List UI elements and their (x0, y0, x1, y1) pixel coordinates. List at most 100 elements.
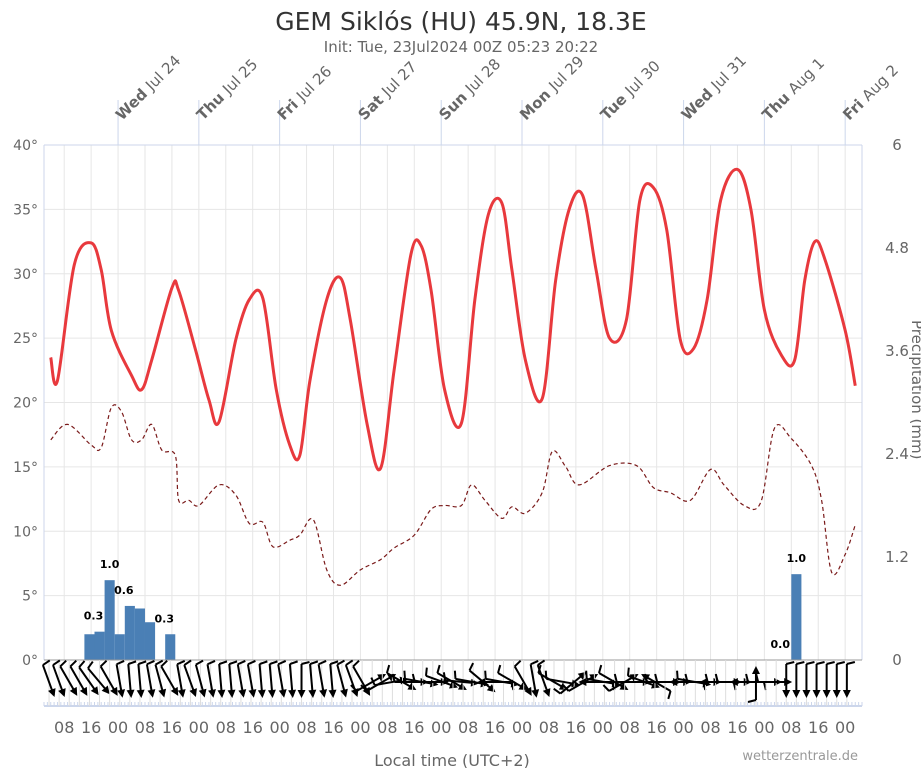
wind-barb-arrowhead (308, 689, 317, 698)
date-label: Wed Jul 31 (678, 52, 750, 124)
hour-tick-label: 00 (108, 718, 128, 737)
hour-tick-label: 08 (620, 718, 640, 737)
wind-barb (136, 660, 147, 698)
date-label-date: Jul 25 (218, 55, 261, 98)
wind-barb-arrowhead (48, 688, 56, 698)
y-left-tick-label: 20° (13, 396, 38, 412)
precipitation-bars: 0.3 1.0 0.6 0.3 0.0 1.0 (84, 552, 806, 660)
wind-barb-feather (345, 659, 354, 666)
grid (43, 144, 863, 661)
wind-barb (350, 674, 387, 692)
y-left-tick-label: 10° (13, 524, 38, 540)
wind-barb-arrowhead (69, 686, 78, 696)
credit[interactable]: wetterzentrale.de (742, 749, 858, 764)
hour-tick-label: 00 (835, 718, 855, 737)
wind-barb (328, 660, 339, 698)
wind-barb (747, 666, 760, 703)
wind-barb-arrowhead (542, 688, 551, 698)
wind-barb (41, 659, 56, 698)
wind-barb-arrowhead (407, 682, 417, 690)
precipitation-bar-label: 0.0 (771, 638, 791, 651)
wind-barb (59, 659, 78, 696)
wind-barb-feather (329, 660, 339, 666)
series-lines (49, 167, 857, 586)
wind-barb-feather (826, 661, 835, 665)
wind-barb (78, 660, 99, 696)
date-label-date: Jul 30 (621, 57, 664, 100)
wind-barb (126, 660, 137, 698)
y-right-tick-label: 0 (892, 651, 902, 669)
wind-barb-arrowhead (189, 688, 197, 698)
hour-tick-label: 08 (135, 718, 155, 737)
wind-barb (842, 661, 856, 698)
x-axis-hours: 08 16 00 08 16 00 08 16 00 08 16 00 08 16 00 08 16 00 08 16… (54, 718, 855, 737)
y-right-tick-label: 2.4 (885, 445, 909, 463)
wind-barb (176, 660, 186, 698)
wind-barb-feather (309, 660, 319, 666)
hour-tick-label: 08 (296, 718, 316, 737)
y-left-tick-label: 15° (13, 460, 38, 476)
date-label: Wed Jul 24 (112, 52, 184, 124)
date-label-date: Aug 2 (858, 61, 902, 105)
wind-barb (87, 660, 110, 695)
wind-barb-arrowhead (278, 689, 287, 698)
date-label: Sat Jul 27 (355, 58, 421, 124)
wind-barb-feather (87, 660, 94, 669)
wind-barb-feather (52, 659, 61, 666)
wind-barb (246, 660, 257, 698)
wind-barb-feather (755, 673, 760, 683)
wind-barb-feather (598, 664, 603, 674)
wind-barb (99, 659, 118, 696)
wind-barb-arrowhead (802, 690, 811, 698)
wind-barb-feather (277, 660, 287, 666)
wind-barb-feather (154, 659, 164, 666)
wind-barb-feather (403, 670, 406, 679)
wind-barb-feather (816, 661, 825, 665)
wind-barb (257, 660, 268, 698)
hour-tick-label: 08 (216, 718, 236, 737)
wind-barb (822, 661, 835, 698)
precipitation-bar-label: 0.6 (114, 584, 134, 597)
precipitation-bar (104, 580, 115, 660)
wind-barb (288, 660, 298, 698)
wind-barb (227, 660, 238, 698)
y-right-tick-label: 4.8 (885, 239, 909, 257)
wind-barb-feather (762, 681, 767, 691)
wind-barb-arrowhead (619, 682, 629, 690)
hour-tick-label: 16 (646, 718, 666, 737)
wind-barb-arrowhead (319, 689, 328, 698)
y-axis-right: 0 1.2 2.4 3.6 4.8 6 (885, 136, 909, 669)
wind-barb-feather (684, 673, 689, 683)
y-left-tick-label: 5° (22, 589, 38, 605)
wind-barb (154, 659, 167, 698)
precipitation-bar (94, 631, 105, 660)
wind-barb-feather (69, 659, 77, 668)
hour-tick-label: 16 (81, 718, 101, 737)
wind-barb (145, 660, 156, 698)
wind-barb (52, 659, 66, 698)
wind-barb-feather (183, 659, 192, 666)
wind-barb-arrowhead (198, 688, 207, 698)
wind-barb-arrowhead (110, 686, 118, 696)
y-left-tick-label: 30° (13, 267, 38, 283)
date-label: Sun Jul 28 (435, 55, 504, 124)
wind-barb-feather (497, 664, 502, 674)
wind-barb-feather (513, 659, 522, 668)
y-right-tick-label: 6 (892, 136, 902, 154)
date-label-date: Jul 31 (707, 52, 750, 95)
wind-barb-feather (370, 677, 376, 686)
wind-barb-arrowhead (58, 688, 66, 698)
temperature-line (49, 167, 857, 472)
wind-barb (277, 660, 287, 698)
wind-barb-feather (453, 670, 457, 679)
wind-barb-feather (585, 670, 588, 679)
wind-barb (336, 659, 348, 698)
wind-barb-feather (676, 670, 679, 679)
wind-barb-arrowhead (267, 689, 276, 698)
wind-barb-feather (160, 659, 168, 668)
wind-barb (69, 659, 88, 696)
wind-barb-arrowhead (101, 685, 110, 695)
wind-barb-arrowhead (288, 689, 297, 698)
wind-barb-feather (613, 673, 618, 683)
wind-barb-feather (796, 661, 805, 665)
